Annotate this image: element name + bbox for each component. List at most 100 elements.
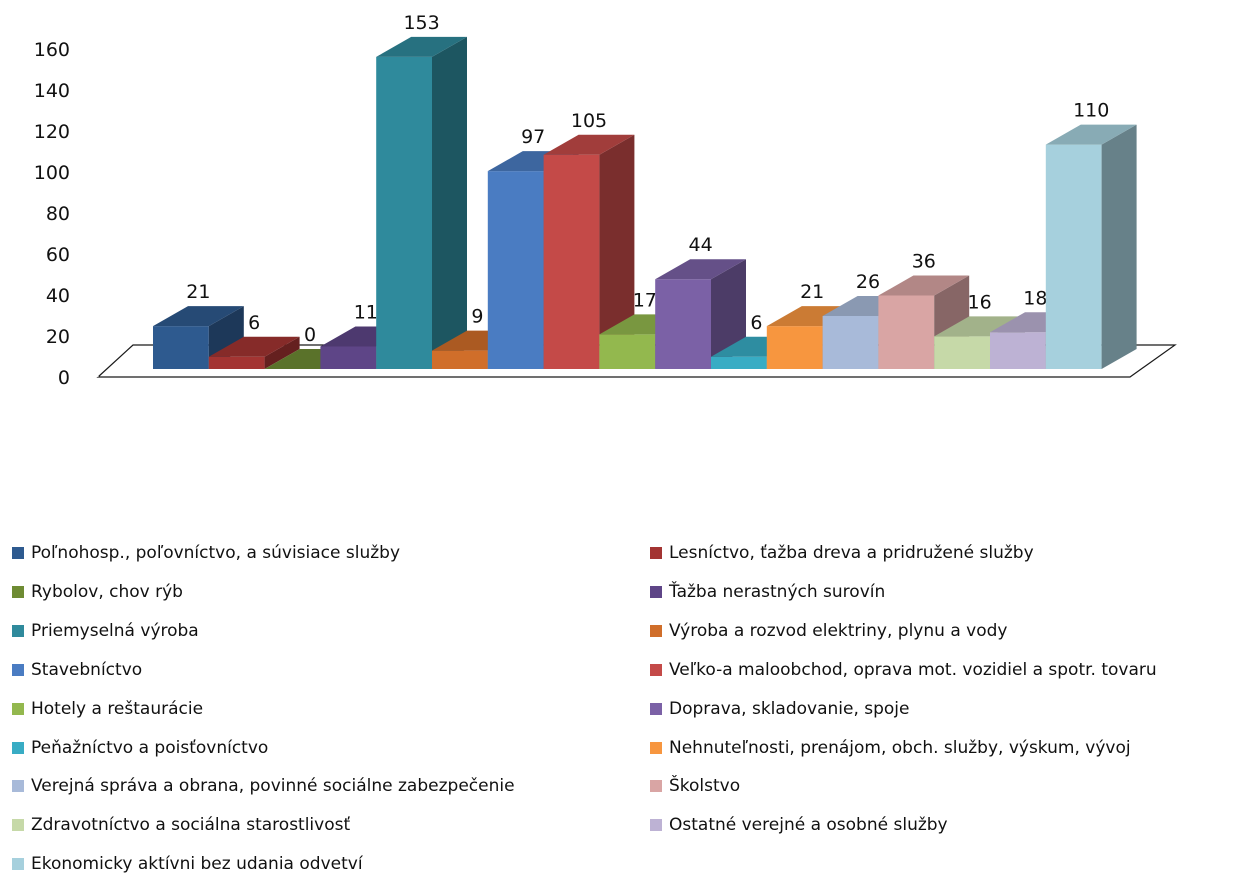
legend-label: Výroba a rozvod elektriny, plynu a vody (669, 620, 1008, 641)
legend-swatch (12, 819, 24, 832)
data-label: 105 (571, 110, 607, 132)
bar-front (320, 346, 377, 369)
bar (376, 36, 467, 369)
bar-front (153, 326, 209, 369)
data-label: 9 (471, 306, 483, 328)
bar-chart-3d: 0204060801001201401602160111539971051744… (34, 12, 1177, 389)
bar-side (432, 36, 467, 369)
legend-item: Rybolov, chov rýb (12, 577, 183, 607)
legend-swatch (650, 663, 662, 676)
data-label: 97 (521, 126, 545, 148)
legend-label: Rybolov, chov rýb (31, 581, 183, 602)
legend-label: Ostatné verejné a osobné služby (669, 815, 948, 836)
bar-front (822, 315, 879, 369)
bar-top (208, 336, 300, 357)
legend-item: Výroba a rozvod elektriny, plynu a vody (650, 616, 1007, 646)
bar-side (264, 336, 300, 369)
bar-front (1045, 144, 1102, 369)
bar-top (153, 306, 244, 327)
legend-item: Hotely a reštaurácie (12, 694, 203, 724)
bar (655, 259, 746, 369)
data-label: 0 (304, 324, 316, 346)
legend-swatch (650, 780, 662, 793)
bar-front (376, 56, 432, 369)
bar-front (599, 334, 656, 369)
bar-side (599, 134, 635, 369)
bar-front (711, 356, 767, 369)
legend-swatch (12, 780, 24, 793)
bar (1045, 124, 1137, 369)
bar-top (934, 316, 1025, 337)
legend-label: Peňažníctvo a poisťovníctvo (31, 737, 269, 758)
legend-item: Lesníctvo, ťažba dreva a pridružené služ… (650, 538, 1034, 568)
legend-label: Ekonomicky aktívni bez udania odvetví (31, 854, 363, 875)
legend-label: Nehnuteľnosti, prenájom, obch. služby, v… (669, 737, 1131, 758)
y-tick-label: 160 (34, 39, 70, 61)
y-tick-label: 40 (46, 285, 70, 307)
legend-item: Zdravotníctvo a sociálna starostlivosť (12, 810, 350, 840)
legend-label: Veľko-a maloobchod, oprava mot. vozidiel… (669, 659, 1157, 680)
data-label: 153 (403, 12, 439, 34)
data-label: 18 (1023, 287, 1047, 309)
legend-item: Priemyselná výroba (12, 616, 199, 646)
bar-front (878, 295, 935, 369)
y-tick-label: 60 (46, 244, 70, 266)
data-label: 44 (689, 234, 713, 256)
legend-item: Verejná správa a obrana, povinné sociáln… (12, 771, 515, 801)
bar (543, 134, 635, 369)
legend-item: Peňažníctvo a poisťovníctvo (12, 733, 268, 763)
legend-swatch (12, 624, 24, 637)
legend-item: Doprava, skladovanie, spoje (650, 694, 909, 724)
bar-front (432, 350, 488, 369)
bar-top (1045, 124, 1137, 145)
bar (208, 336, 300, 369)
y-tick-label: 140 (34, 80, 70, 102)
bar-top (543, 134, 635, 155)
bar-front (934, 336, 990, 369)
data-label: 6 (750, 312, 762, 334)
legend-item: Poľnohosp., poľovníctvo, a súvisiace slu… (12, 538, 400, 568)
data-label: 16 (968, 291, 992, 313)
legend-label: Školstvo (669, 776, 741, 797)
legend-swatch (12, 741, 24, 754)
bar-side (711, 259, 746, 369)
legend-label: Doprava, skladovanie, spoje (669, 698, 910, 719)
legend-label: Stavebníctvo (31, 659, 143, 680)
y-tick-label: 120 (34, 121, 70, 143)
y-tick-label: 80 (46, 203, 70, 225)
legend-item: Veľko-a maloobchod, oprava mot. vozidiel… (650, 655, 1157, 685)
bar-front (766, 326, 823, 369)
legend-swatch (12, 663, 24, 676)
legend-item: Ťažba nerastných surovín (650, 577, 885, 607)
legend-item: Nehnuteľnosti, prenájom, obch. služby, v… (650, 733, 1131, 763)
legend-label: Ťažba nerastných surovín (669, 581, 886, 602)
data-label: 26 (856, 271, 880, 293)
legend-swatch (650, 741, 662, 754)
bar-top (376, 36, 467, 57)
legend-swatch (650, 547, 662, 559)
legend-label: Priemyselná výroba (31, 620, 199, 641)
legend-item: Ostatné verejné a osobné služby (650, 810, 948, 840)
legend-swatch (12, 547, 24, 559)
bar-front (655, 279, 711, 369)
legend-swatch (12, 585, 24, 598)
y-tick-label: 20 (46, 326, 70, 348)
legend-item: Školstvo (650, 771, 740, 801)
data-label: 110 (1073, 100, 1109, 122)
legend-swatch (12, 858, 24, 871)
legend-item: Stavebníctvo (12, 655, 142, 685)
bar-front (487, 171, 544, 369)
bar-front (208, 356, 265, 369)
legend-label: Lesníctvo, ťažba dreva a pridružené služ… (669, 543, 1034, 563)
legend-swatch (12, 702, 24, 715)
legend-item: Ekonomicky aktívni bez udania odvetví (12, 849, 363, 879)
legend-swatch (650, 819, 662, 832)
legend-label: Poľnohosp., poľovníctvo, a súvisiace slu… (31, 543, 401, 563)
bar (878, 275, 970, 369)
data-label: 17 (633, 289, 657, 311)
legend-label: Verejná správa a obrana, povinné sociáln… (31, 776, 515, 797)
bar-top (655, 259, 746, 280)
data-label: 36 (912, 251, 936, 273)
legend-label: Zdravotníctvo a sociálna starostlivosť (31, 815, 351, 836)
data-label: 21 (186, 281, 210, 303)
